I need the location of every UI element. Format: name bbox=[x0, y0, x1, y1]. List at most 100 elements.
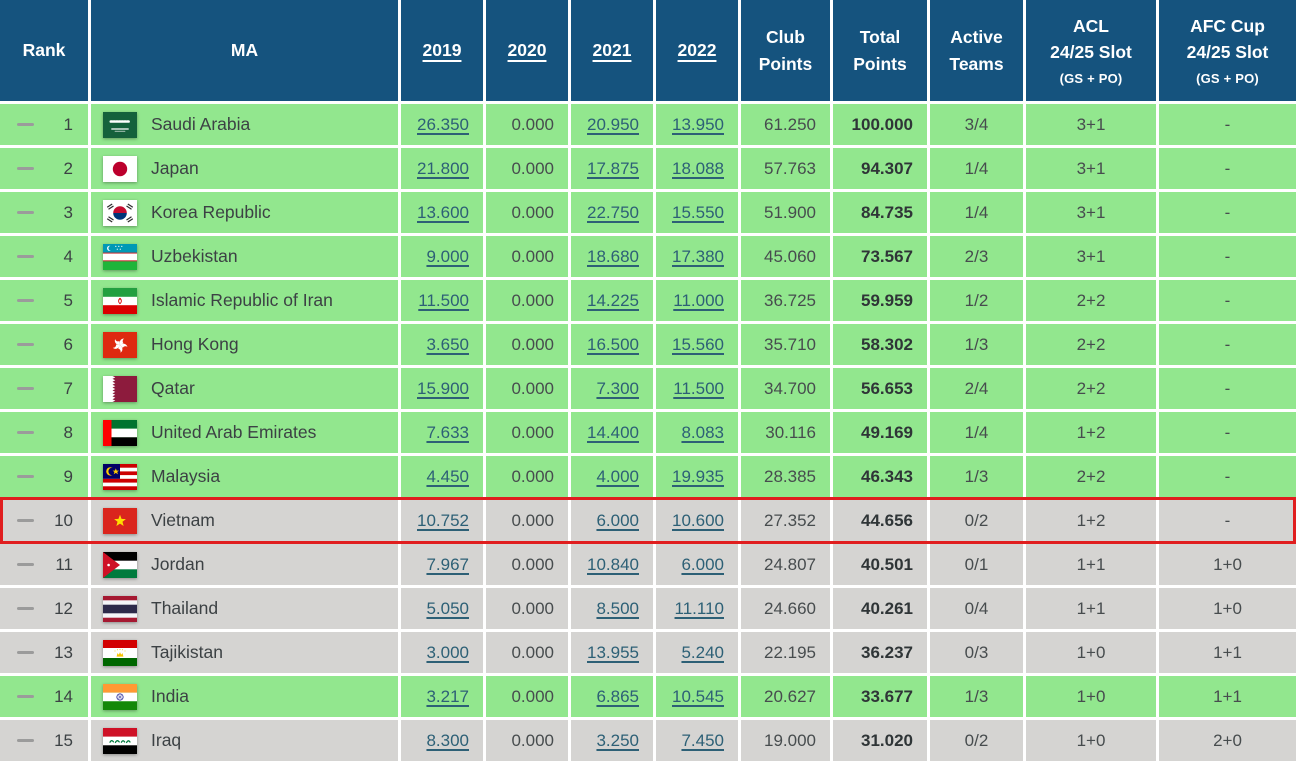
col-header-2021-link[interactable]: 2021 bbox=[592, 40, 632, 61]
points-2021-link[interactable]: 16.500 bbox=[587, 334, 639, 354]
col-header-2019-link[interactable]: 2019 bbox=[422, 40, 462, 61]
total-points-cell: 33.677 bbox=[833, 676, 927, 717]
points-2021-link[interactable]: 14.400 bbox=[587, 422, 639, 442]
movement-dash-icon bbox=[17, 431, 34, 434]
points-2021-cell: 17.875 bbox=[571, 148, 653, 189]
points-2022-link[interactable]: 10.600 bbox=[672, 510, 724, 530]
movement-dash-icon bbox=[17, 299, 34, 302]
points-2019-link[interactable]: 9.000 bbox=[426, 246, 469, 266]
points-2021-cell: 14.400 bbox=[571, 412, 653, 453]
points-2021-link[interactable]: 7.300 bbox=[596, 378, 639, 398]
points-2019-link[interactable]: 15.900 bbox=[417, 378, 469, 398]
country-name: Thailand bbox=[151, 598, 219, 618]
rank-number: 14 bbox=[54, 686, 73, 706]
points-2022-link[interactable]: 13.950 bbox=[672, 114, 724, 134]
acl-slot-cell: 3+1 bbox=[1026, 148, 1156, 189]
club-points-cell: 51.900 bbox=[741, 192, 830, 233]
points-2019-link[interactable]: 11.500 bbox=[418, 290, 469, 310]
col-header-2022-link[interactable]: 2022 bbox=[677, 40, 717, 61]
total-points-value: 94.307 bbox=[861, 158, 913, 178]
col-header-rank: Rank bbox=[0, 0, 88, 101]
afc-cup-slot-cell: 1+0 bbox=[1159, 544, 1296, 585]
afc-cup-slot-value: - bbox=[1224, 510, 1231, 530]
points-2020-value: 0.000 bbox=[511, 334, 554, 354]
active-teams-cell: 1/4 bbox=[930, 148, 1023, 189]
rank-number: 1 bbox=[63, 114, 73, 134]
acl-slot-cell: 2+2 bbox=[1026, 324, 1156, 365]
active-teams-cell: 0/3 bbox=[930, 632, 1023, 673]
country-name: Qatar bbox=[151, 378, 195, 398]
points-2021-link[interactable]: 8.500 bbox=[596, 598, 639, 618]
points-2022-link[interactable]: 17.380 bbox=[672, 246, 724, 266]
points-2019-link[interactable]: 7.967 bbox=[426, 554, 469, 574]
points-2021-link[interactable]: 14.225 bbox=[587, 290, 639, 310]
ma-cell: Qatar bbox=[91, 368, 398, 409]
points-2021-link[interactable]: 6.000 bbox=[596, 510, 639, 530]
points-2021-link[interactable]: 10.840 bbox=[587, 554, 639, 574]
table-row: 2 Japan 21.800 0.000 17.875 18.088 57.76… bbox=[0, 148, 1296, 189]
points-2021-link[interactable]: 22.750 bbox=[587, 202, 639, 222]
active-teams-line1: Active bbox=[950, 27, 1003, 48]
points-2022-link[interactable]: 11.000 bbox=[673, 290, 724, 310]
points-2021-link[interactable]: 6.865 bbox=[596, 686, 639, 706]
col-header-2019: 2019 bbox=[401, 0, 483, 101]
ma-cell: Saudi Arabia bbox=[91, 104, 398, 145]
afc-cup-slot-value: - bbox=[1224, 114, 1231, 134]
acl-slot-line1: ACL bbox=[1073, 15, 1109, 36]
points-2019-link[interactable]: 3.000 bbox=[426, 642, 469, 662]
points-2020-value: 0.000 bbox=[511, 422, 554, 442]
points-2019-link[interactable]: 13.600 bbox=[417, 202, 469, 222]
points-2022-link[interactable]: 19.935 bbox=[672, 466, 724, 486]
country-name: Hong Kong bbox=[151, 334, 239, 354]
country-name: Jordan bbox=[151, 554, 205, 574]
points-2022-link[interactable]: 10.545 bbox=[672, 686, 724, 706]
club-points-cell: 22.195 bbox=[741, 632, 830, 673]
ma-cell: Korea Republic bbox=[91, 192, 398, 233]
points-2020-cell: 0.000 bbox=[486, 632, 568, 673]
points-2022-link[interactable]: 11.110 bbox=[674, 598, 724, 618]
points-2022-link[interactable]: 7.450 bbox=[681, 730, 724, 750]
col-header-acl-slot: ACL 24/25 Slot (GS + PO) bbox=[1026, 0, 1156, 101]
points-2019-link[interactable]: 26.350 bbox=[417, 114, 469, 134]
total-points-value: 31.020 bbox=[861, 730, 913, 750]
points-2022-link[interactable]: 8.083 bbox=[681, 422, 724, 442]
points-2019-link[interactable]: 3.650 bbox=[426, 334, 469, 354]
ma-cell: Hong Kong bbox=[91, 324, 398, 365]
points-2019-link[interactable]: 4.450 bbox=[426, 466, 469, 486]
country-flag-icon bbox=[103, 683, 137, 710]
points-2019-link[interactable]: 21.800 bbox=[417, 158, 469, 178]
points-2019-link[interactable]: 7.633 bbox=[426, 422, 469, 442]
points-2019-link[interactable]: 5.050 bbox=[426, 598, 469, 618]
points-2022-cell: 10.600 bbox=[656, 500, 738, 541]
acl-slot-cell: 3+1 bbox=[1026, 104, 1156, 145]
points-2022-link[interactable]: 15.560 bbox=[672, 334, 724, 354]
points-2022-link[interactable]: 18.088 bbox=[672, 158, 724, 178]
points-2021-link[interactable]: 20.950 bbox=[587, 114, 639, 134]
points-2019-link[interactable]: 3.217 bbox=[426, 686, 469, 706]
col-header-2020-link[interactable]: 2020 bbox=[507, 40, 547, 61]
acl-slot-value: 2+2 bbox=[1076, 290, 1106, 310]
points-2021-cell: 13.955 bbox=[571, 632, 653, 673]
afc-cup-slot-cell: 1+1 bbox=[1159, 676, 1296, 717]
club-points-cell: 61.250 bbox=[741, 104, 830, 145]
total-points-line2: Points bbox=[853, 53, 907, 74]
points-2019-link[interactable]: 8.300 bbox=[426, 730, 469, 750]
club-points-value: 27.352 bbox=[764, 510, 816, 530]
points-2021-link[interactable]: 4.000 bbox=[596, 466, 639, 486]
rank-cell: 12 bbox=[0, 588, 88, 629]
rank-cell: 7 bbox=[0, 368, 88, 409]
country-flag-icon bbox=[103, 463, 137, 490]
points-2022-link[interactable]: 6.000 bbox=[681, 554, 724, 574]
points-2019-link[interactable]: 10.752 bbox=[417, 510, 469, 530]
acl-slot-value: 3+1 bbox=[1076, 114, 1106, 134]
points-2022-link[interactable]: 11.500 bbox=[673, 378, 724, 398]
points-2021-link[interactable]: 3.250 bbox=[596, 730, 639, 750]
points-2022-link[interactable]: 5.240 bbox=[681, 642, 724, 662]
club-points-value: 34.700 bbox=[764, 378, 816, 398]
col-header-afc-cup-slot: AFC Cup 24/25 Slot (GS + PO) bbox=[1159, 0, 1296, 101]
points-2022-cell: 8.083 bbox=[656, 412, 738, 453]
points-2022-link[interactable]: 15.550 bbox=[672, 202, 724, 222]
points-2021-link[interactable]: 17.875 bbox=[587, 158, 639, 178]
points-2021-link[interactable]: 13.955 bbox=[587, 642, 639, 662]
points-2021-link[interactable]: 18.680 bbox=[587, 246, 639, 266]
